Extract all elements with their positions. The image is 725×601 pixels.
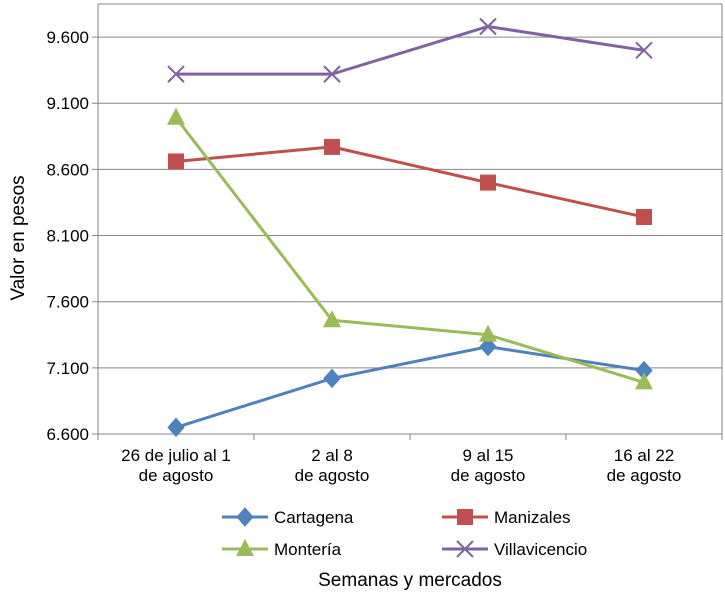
legend-marker: [456, 540, 474, 558]
legend-label: Montería: [274, 540, 342, 559]
data-point-manizales: [168, 153, 184, 170]
y-tick-label: 6.600: [46, 425, 89, 444]
legend-item-villavicencio: Villavicencio: [442, 540, 587, 559]
series-line-villavicencio: [176, 24, 645, 76]
data-point-villavicencio: [323, 65, 341, 83]
data-point-monteria: [167, 107, 185, 125]
data-point-monteria: [479, 324, 497, 342]
x-tick-label: 9 al 15 de agosto: [451, 446, 526, 485]
gridlines: [92, 3, 723, 435]
data-point-manizales: [480, 174, 496, 191]
x-tick-label: 26 de julio al 1 de agosto: [121, 446, 231, 485]
legend-item-manizales: Manizales: [442, 508, 571, 527]
y-axis-title: Valor en pesos: [8, 175, 29, 300]
legend-label: Cartagena: [274, 508, 354, 527]
data-point-monteria: [323, 310, 341, 328]
y-tick-label: 8.100: [46, 227, 89, 246]
x-tick-label: 16 al 22 de agosto: [607, 446, 682, 485]
legend-marker: [236, 539, 254, 556]
data-point-cartagena: [323, 368, 341, 389]
series-layer: [167, 17, 653, 438]
data-point-cartagena: [167, 417, 185, 438]
axes: 6.600 7.100 7.600 8.100 8.600 9.100 9.600 26 de…: [46, 4, 723, 485]
data-point-manizales: [636, 209, 652, 226]
data-point-manizales: [324, 138, 340, 155]
y-tick-label: 7.100: [46, 359, 89, 378]
y-tick-label: 9.100: [46, 94, 89, 113]
series-line-manizales: [175, 145, 645, 219]
x-tick-label: 2 al 8 de agosto: [295, 446, 370, 485]
legend-marker: [236, 507, 254, 527]
legend-marker: [457, 509, 473, 525]
data-point-villavicencio: [635, 41, 653, 60]
series-line-cartagena: [175, 345, 645, 429]
data-point-villavicencio: [479, 17, 497, 36]
y-tick-label: 8.600: [46, 160, 89, 179]
series-line-monteria: [174, 116, 645, 384]
legend-label: Manizales: [494, 508, 571, 527]
legend-label: Villavicencio: [494, 540, 587, 559]
legend-item-monteria: Montería: [222, 539, 342, 559]
data-point-cartagena: [479, 336, 497, 357]
data-point-monteria: [635, 372, 653, 390]
y-tick-label: 9.600: [46, 28, 89, 47]
legend-item-cartagena: Cartagena: [222, 507, 354, 527]
data-point-villavicencio: [167, 65, 185, 83]
x-axis-title: Semanas y mercados: [318, 570, 502, 591]
legend: Cartagena Manizales Montería Villavicencio: [222, 507, 587, 559]
y-tick-label: 7.600: [46, 293, 89, 312]
